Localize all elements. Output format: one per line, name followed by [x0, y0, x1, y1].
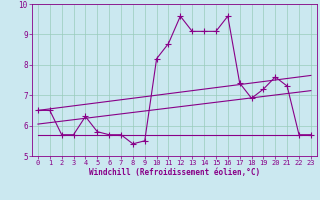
X-axis label: Windchill (Refroidissement éolien,°C): Windchill (Refroidissement éolien,°C)	[89, 168, 260, 177]
